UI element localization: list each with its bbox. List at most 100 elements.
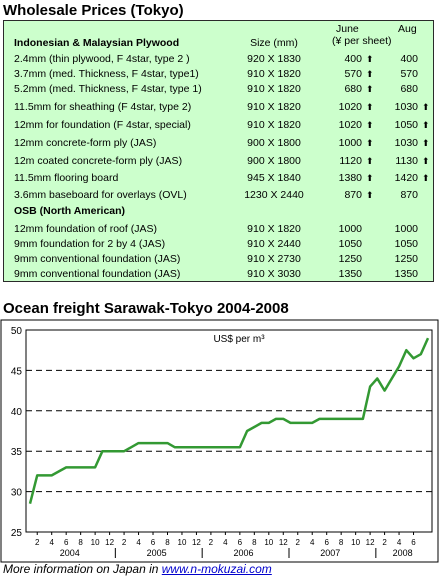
x-tick-label: 12: [105, 538, 114, 547]
row-size: 900 X 1800: [247, 137, 301, 149]
up-arrow-icon: ⬆: [366, 173, 374, 183]
row-june: 1380: [338, 172, 362, 184]
row-size: 910 X 1820: [247, 68, 301, 80]
row-name: 9mm foundation for 2 by 4 (JAS): [14, 238, 166, 250]
row-june: 1350: [338, 268, 362, 280]
chart-title: Ocean freight Sarawak-Tokyo 2004-2008: [3, 300, 289, 317]
row-name: 5.2mm (med. Thickness, F 4star, type 1): [14, 83, 202, 95]
x-tick-label: 6: [411, 538, 416, 547]
table-title: Wholesale Prices (Tokyo): [3, 2, 184, 19]
up-arrow-icon: ⬆: [422, 138, 430, 148]
y-tick-label: 50: [11, 326, 23, 337]
up-arrow-icon: ⬆: [366, 190, 374, 200]
x-tick-label: 2: [209, 538, 214, 547]
x-tick-label: 12: [366, 538, 375, 547]
x-tick-label: 6: [64, 538, 69, 547]
x-year-label: 2005: [147, 548, 167, 558]
row-june: 1050: [338, 238, 362, 250]
row-name: 12mm for foundation (F 4star, special): [14, 119, 191, 131]
y-tick-label: 45: [11, 366, 23, 377]
website-link[interactable]: www.n-mokuzai.com: [161, 562, 272, 576]
x-tick-label: 8: [165, 538, 170, 547]
row-june: 1020: [338, 119, 362, 131]
footer-text: More information on Japan in: [3, 562, 162, 576]
x-tick-label: 2: [122, 538, 127, 547]
header-unit: (¥ per sheet): [332, 35, 392, 47]
row-aug: 400: [400, 53, 418, 65]
row-june: 680: [344, 83, 362, 95]
row-june: 1000: [338, 137, 362, 149]
unit-label: US$ per m³: [213, 334, 265, 345]
row-june: 1020: [338, 101, 362, 113]
row-name: 3.7mm (med. Thickness, F 4star, type1): [14, 68, 199, 80]
y-tick-label: 25: [11, 528, 23, 539]
row-aug: 1050: [394, 238, 418, 250]
row-name: 2.4mm (thin plywood, F 4star, type 2 ): [14, 53, 190, 65]
x-tick-label: 12: [192, 538, 201, 547]
row-aug: 1130: [395, 155, 418, 167]
up-arrow-icon: ⬆: [422, 102, 430, 112]
row-size: 910 X 1820: [247, 223, 301, 235]
x-tick-label: 10: [91, 538, 100, 547]
row-name: 12mm concrete-form ply (JAS): [14, 137, 157, 149]
row-size: 1230 X 2440: [244, 189, 304, 201]
x-tick-label: 6: [324, 538, 329, 547]
x-tick-label: 4: [223, 538, 228, 547]
up-arrow-icon: ⬆: [366, 102, 374, 112]
row-aug: 1000: [394, 223, 418, 235]
x-tick-label: 10: [264, 538, 273, 547]
row-size: 910 X 3030: [247, 268, 301, 280]
x-tick-label: 4: [310, 538, 315, 547]
x-tick-label: 2: [35, 538, 40, 547]
row-june: 400: [344, 53, 362, 65]
group-plywood: Indonesian & Malaysian Plywood: [14, 37, 180, 49]
row-size: 900 X 1800: [247, 155, 301, 167]
footer: More information on Japan in www.n-mokuz…: [3, 562, 272, 576]
row-name: 11.5mm flooring board: [14, 172, 119, 184]
row-name: 9mm conventional foundation (JAS): [14, 268, 181, 280]
header-size: Size (mm): [250, 37, 298, 49]
y-tick-label: 30: [11, 488, 23, 499]
row-size: 910 X 1820: [247, 101, 301, 113]
row-size: 920 X 1830: [247, 53, 301, 65]
x-tick-label: 10: [351, 538, 360, 547]
x-year-label: 2006: [233, 548, 253, 558]
x-tick-label: 2: [382, 538, 387, 547]
plot-area: [25, 329, 433, 533]
row-size: 910 X 2730: [247, 253, 301, 265]
up-arrow-icon: ⬆: [366, 84, 374, 94]
up-arrow-icon: ⬆: [422, 173, 430, 183]
row-name: 3.6mm baseboard for overlays (OVL): [14, 189, 187, 201]
row-june: 870: [344, 189, 362, 201]
row-june: 1120: [339, 155, 362, 167]
x-tick-label: 8: [78, 538, 83, 547]
x-tick-label: 6: [151, 538, 156, 547]
row-aug: 1350: [394, 268, 418, 280]
x-tick-label: 4: [49, 538, 54, 547]
row-aug: 1030: [394, 137, 418, 149]
up-arrow-icon: ⬆: [366, 69, 374, 79]
row-aug: 870: [400, 189, 418, 201]
x-tick-label: 12: [279, 538, 288, 547]
up-arrow-icon: ⬆: [366, 120, 374, 130]
row-aug: 680: [400, 83, 418, 95]
x-year-label: 2008: [393, 548, 413, 558]
row-name: 12m coated concrete-form ply (JAS): [14, 155, 183, 167]
row-aug: 570: [400, 68, 418, 80]
up-arrow-icon: ⬆: [422, 120, 430, 130]
row-june: 1000: [338, 223, 362, 235]
x-tick-label: 4: [136, 538, 141, 547]
x-tick-label: 6: [238, 538, 243, 547]
row-aug: 1050: [394, 119, 418, 131]
y-tick-label: 35: [11, 447, 23, 458]
group-osb: OSB (North American): [14, 205, 126, 217]
row-size: 910 X 2440: [247, 238, 301, 250]
row-aug: 1030: [394, 101, 418, 113]
row-aug: 1250: [394, 253, 418, 265]
x-tick-label: 8: [252, 538, 257, 547]
header-aug: Aug: [398, 23, 417, 35]
row-size: 910 X 1820: [247, 119, 301, 131]
x-tick-label: 8: [339, 538, 344, 547]
price-table: June Aug (¥ per sheet) Indonesian & Malaysi…: [3, 20, 434, 282]
row-aug: 1420: [394, 172, 418, 184]
